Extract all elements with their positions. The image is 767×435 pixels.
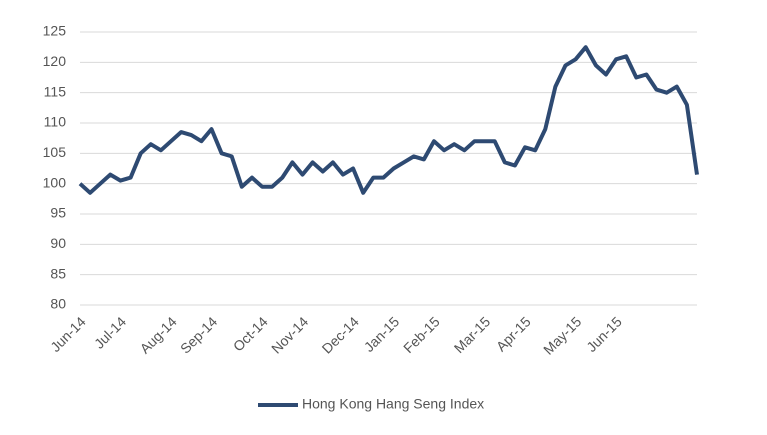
y-tick-label: 125 [43, 23, 67, 39]
x-tick-label: Apr-15 [493, 313, 534, 354]
y-tick-label: 115 [44, 83, 67, 99]
data-line [78, 45, 699, 195]
x-tick-label: Jan-15 [361, 313, 403, 355]
y-tick-label: 110 [44, 114, 67, 130]
x-tick-label: Oct-14 [230, 313, 271, 354]
x-tick-label: Jul-14 [91, 313, 129, 351]
y-tick-label: 90 [50, 235, 66, 251]
y-tick-label: 105 [43, 144, 67, 160]
y-tick-label: 120 [43, 53, 67, 69]
legend-label: Hong Kong Hang Seng Index [302, 396, 484, 412]
y-tick-label: 95 [50, 205, 66, 221]
x-tick-label: Jun-14 [47, 313, 89, 355]
x-tick-label: Jun-15 [583, 313, 625, 355]
x-tick-label: Dec-14 [319, 313, 362, 356]
y-tick-label: 85 [50, 265, 66, 281]
x-tick-label: May-15 [540, 313, 584, 357]
x-tick-label: Mar-15 [451, 313, 494, 356]
x-tick-label: Feb-15 [400, 313, 443, 356]
x-tick-label: Nov-14 [268, 313, 311, 356]
y-tick-label: 100 [43, 174, 67, 190]
x-tick-label: Sep-14 [177, 313, 220, 356]
x-tick-label: Aug-14 [137, 313, 180, 356]
y-tick-label: 80 [50, 296, 66, 312]
